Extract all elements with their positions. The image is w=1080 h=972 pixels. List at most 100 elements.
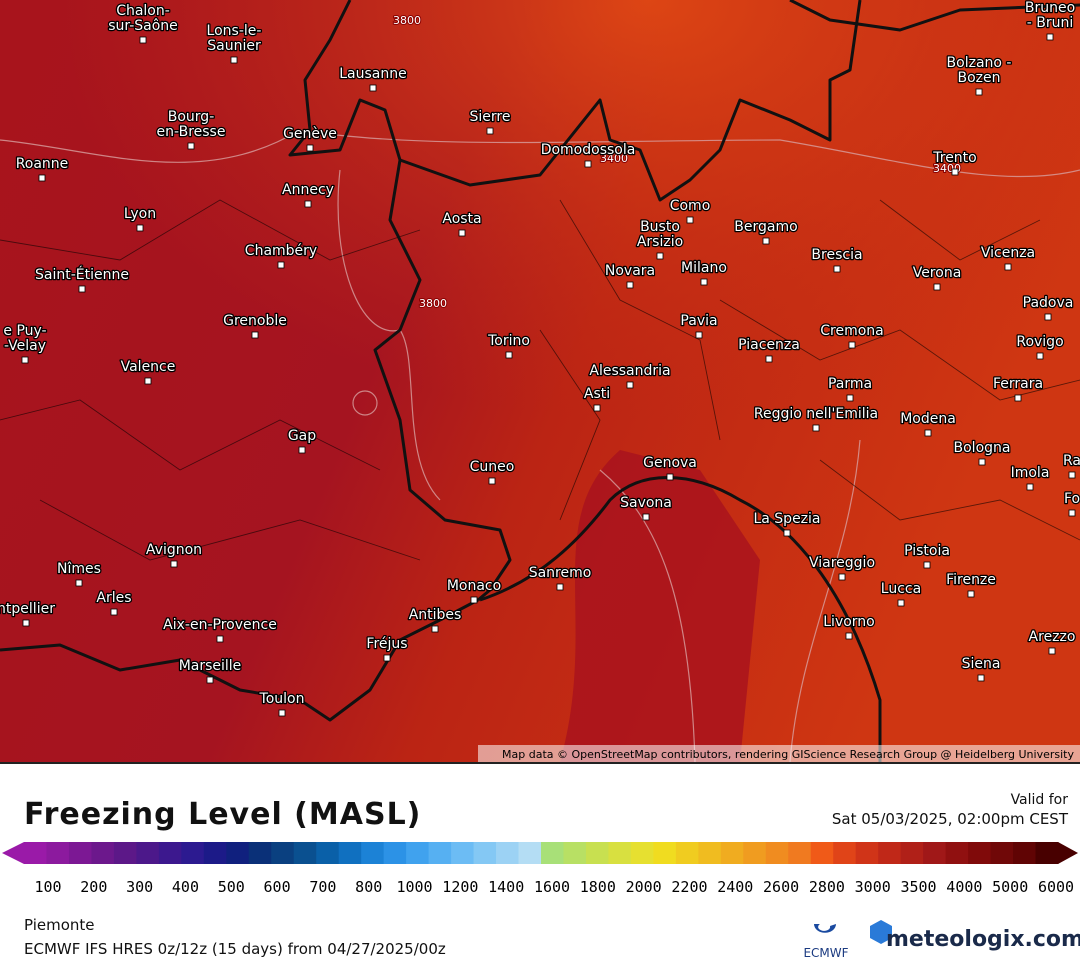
colorbar-tick-label: 600 [264, 878, 291, 896]
brand: meteologix.com [886, 927, 1080, 952]
colorbar-swatch [541, 842, 564, 864]
city-label: Livorno [823, 614, 875, 630]
colorbar-tick-label: 1200 [442, 878, 478, 896]
city-marker [187, 142, 195, 150]
colorbar-swatch [900, 842, 924, 864]
ecmwf-logo: ECMWF [803, 946, 848, 960]
city-marker [458, 229, 466, 237]
city-marker [1068, 471, 1076, 479]
city-label: Padova [1023, 295, 1074, 311]
city-marker [838, 573, 846, 581]
city-marker [78, 285, 86, 293]
colorbar-tick-label: 3500 [900, 878, 936, 896]
city-marker [139, 36, 147, 44]
city-label: Rovigo [1016, 334, 1063, 350]
city-label: - Bruni [1027, 15, 1074, 31]
city-label: Lons-le- [207, 23, 262, 39]
colorbar-swatch [68, 842, 92, 864]
city-label: Como [670, 198, 711, 214]
city-label: Bruneo [1025, 0, 1075, 16]
city-label: Bergamo [734, 219, 797, 235]
city-label: Toulon [259, 691, 305, 707]
city-label: en-Bresse [157, 124, 226, 140]
city-marker [975, 88, 983, 96]
city-marker [783, 529, 791, 537]
city-label: Ra [1063, 453, 1080, 469]
colorbar [2, 842, 1078, 864]
colorbar-tick-label: 500 [218, 878, 245, 896]
city-marker [626, 281, 634, 289]
colorbar-tick-label: 1400 [488, 878, 524, 896]
city-label: Domodossola [541, 142, 636, 158]
colorbar-swatch [788, 842, 812, 864]
valid-label: Valid for [1011, 792, 1069, 808]
city-marker [1068, 509, 1076, 517]
city-marker [556, 583, 564, 591]
city-marker [584, 160, 592, 168]
city-marker [951, 168, 959, 176]
colorbar-swatch [361, 842, 385, 864]
city-label: Brescia [811, 247, 862, 263]
colorbar-swatch [181, 842, 205, 864]
colorbar-tick-label: 400 [172, 878, 199, 896]
city-marker [977, 674, 985, 682]
city-marker [924, 429, 932, 437]
city-label: sur-Saône [108, 18, 178, 34]
colorbar-tick-label: 700 [309, 878, 336, 896]
sea-area [560, 450, 760, 762]
colorbar-swatch [743, 842, 767, 864]
city-label: Monaco [447, 578, 501, 594]
colorbar-arrow-right [1058, 842, 1078, 864]
city-label: Avignon [146, 542, 202, 558]
city-label: Siena [962, 656, 1001, 672]
city-marker [765, 355, 773, 363]
city-label: Alessandria [589, 363, 670, 379]
city-marker [666, 473, 674, 481]
city-marker [1048, 647, 1056, 655]
colorbar-swatch [203, 842, 227, 864]
colorbar-swatch [810, 842, 834, 864]
city-label: Lucca [881, 581, 921, 597]
city-label: Parma [828, 376, 872, 392]
city-label: ntpellier [0, 601, 55, 617]
city-label: Milano [681, 260, 727, 276]
legend-title: Freezing Level (MASL) [24, 797, 421, 832]
city-marker [978, 458, 986, 466]
colorbar-swatch [585, 842, 609, 864]
city-label: Fréjus [366, 636, 407, 652]
city-marker [486, 127, 494, 135]
contour-label: 3800 [419, 297, 447, 310]
city-marker [251, 331, 259, 339]
colorbar-swatch [91, 842, 115, 864]
city-label: Savona [620, 495, 672, 511]
city-label: Arsizio [637, 234, 683, 250]
city-marker [845, 632, 853, 640]
region: Piemonte [24, 916, 95, 934]
colorbar-tick-label: 200 [80, 878, 107, 896]
city-marker [306, 144, 314, 152]
city-marker [933, 283, 941, 291]
city-marker [22, 619, 30, 627]
city-label: Valence [121, 359, 176, 375]
city-label: Torino [487, 333, 530, 349]
colorbar-tick-label: 2200 [671, 878, 707, 896]
colorbar-tick-label: 1000 [396, 878, 432, 896]
city-marker [1044, 313, 1052, 321]
city-label: Bolzano - [947, 55, 1012, 71]
city-label: Cremona [820, 323, 884, 339]
colorbar-tick-label: 6000 [1038, 878, 1074, 896]
attribution-box [478, 745, 1080, 762]
city-label: Nîmes [57, 561, 101, 577]
city-marker [1004, 263, 1012, 271]
colorbar-swatch [630, 842, 654, 864]
city-marker [170, 560, 178, 568]
city-marker [298, 446, 306, 454]
city-marker [1014, 394, 1022, 402]
city-marker [656, 252, 664, 260]
city-label: Annecy [282, 182, 334, 198]
colorbar-swatch [24, 842, 47, 864]
city-label: Viareggio [809, 555, 875, 571]
city-label: -Velay [4, 338, 46, 354]
colorbar-swatch [833, 842, 857, 864]
